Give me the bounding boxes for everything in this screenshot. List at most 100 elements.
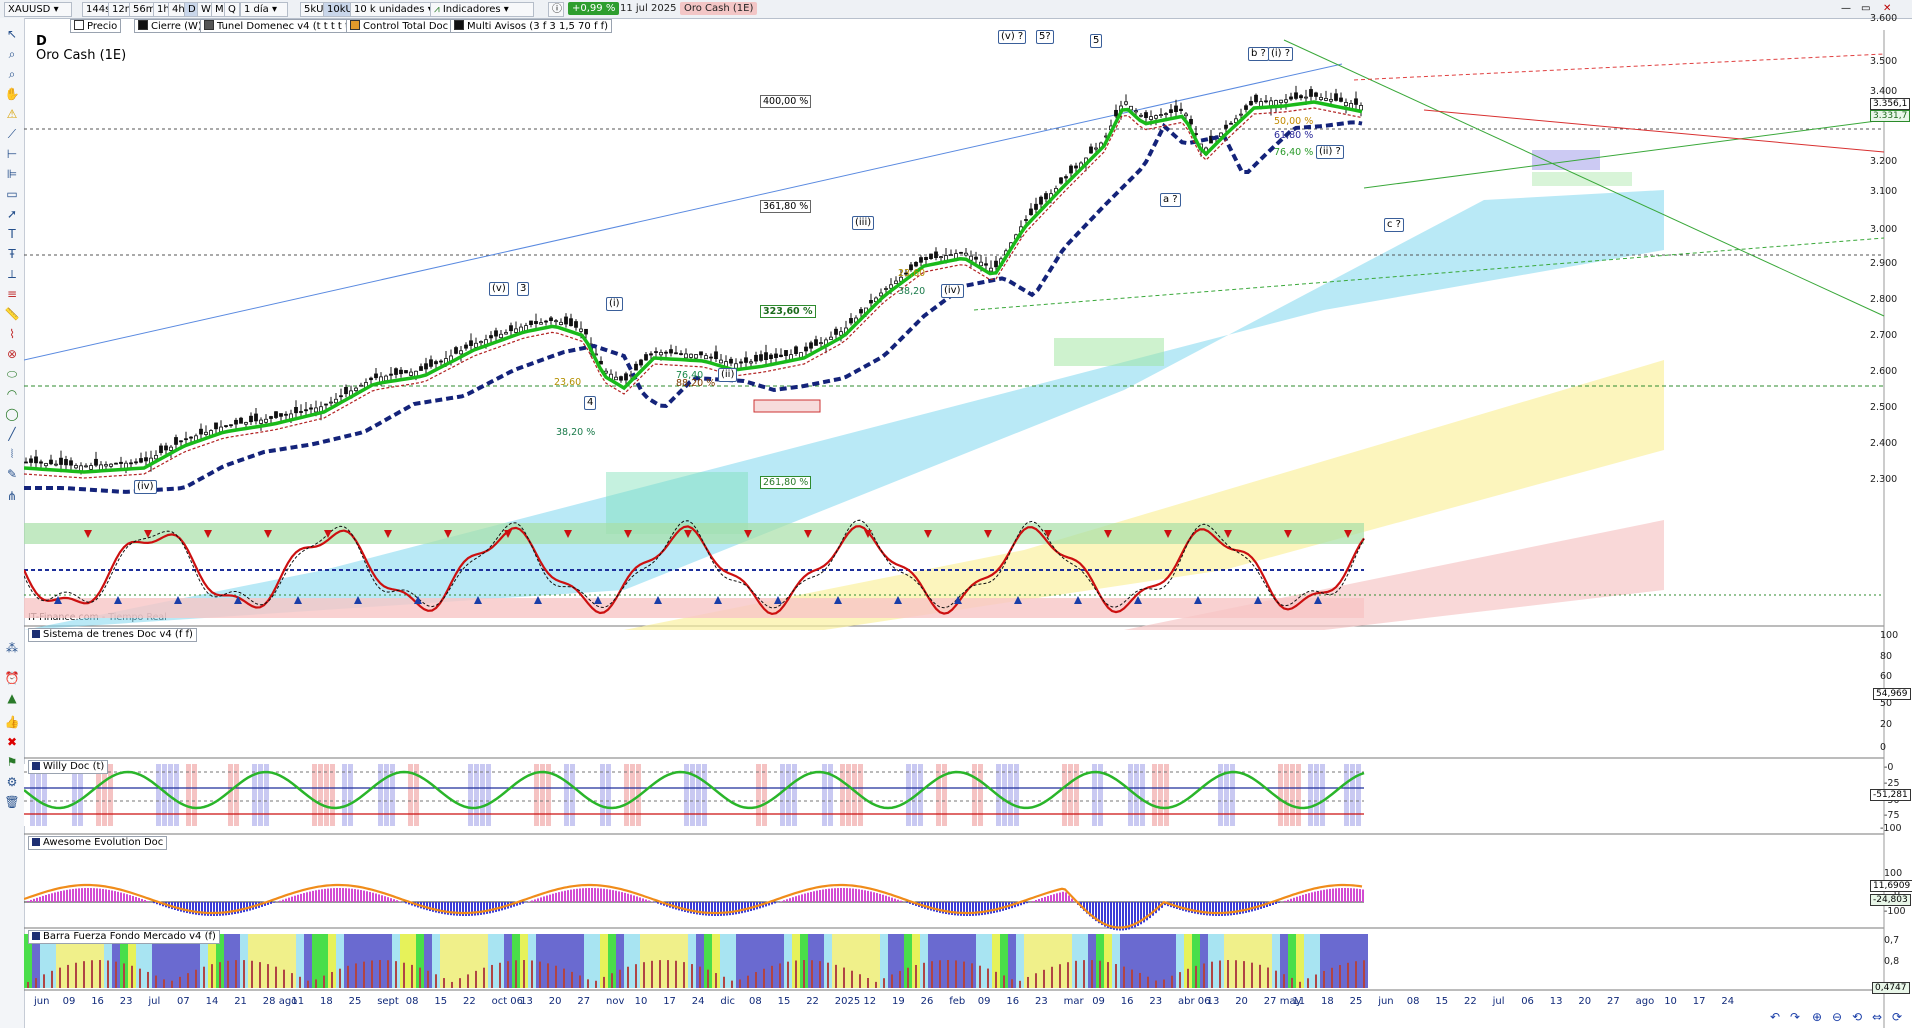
candle-body[interactable] xyxy=(44,463,48,467)
candle-body[interactable] xyxy=(534,321,538,325)
candle-body[interactable] xyxy=(1144,112,1148,118)
candle-body[interactable] xyxy=(159,445,163,454)
candle-body[interactable] xyxy=(1179,108,1183,112)
candle-body[interactable] xyxy=(659,352,663,356)
arc-icon[interactable]: ◠ xyxy=(6,387,18,401)
zoom-icon[interactable]: ⌕ xyxy=(8,47,16,61)
candle-body[interactable] xyxy=(109,463,113,467)
candle-body[interactable] xyxy=(574,321,578,328)
legend-multiavisos[interactable]: Multi Avisos (3 f 3 1,5 70 f f) xyxy=(450,19,613,33)
candle-body[interactable] xyxy=(974,256,978,260)
tf-w[interactable]: W xyxy=(197,2,215,17)
candle-body[interactable] xyxy=(1279,99,1283,104)
candle-body[interactable] xyxy=(404,370,408,374)
candle-body[interactable] xyxy=(139,458,143,463)
candle-body[interactable] xyxy=(204,431,208,435)
candle-body[interactable] xyxy=(309,407,313,410)
candle-body[interactable] xyxy=(439,360,443,363)
candle-body[interactable] xyxy=(749,361,753,364)
thumbs-up-icon[interactable]: 👍 xyxy=(4,715,20,729)
candle-body[interactable] xyxy=(284,413,288,416)
candle-body[interactable] xyxy=(169,446,173,451)
candle-body[interactable] xyxy=(729,358,733,364)
dots-icon[interactable]: ⁂ xyxy=(6,641,18,655)
candle-body[interactable] xyxy=(514,328,518,333)
candle-body[interactable] xyxy=(1029,208,1033,216)
trendline-green[interactable] xyxy=(1283,39,1885,317)
candle-body[interactable] xyxy=(389,373,393,376)
candle-body[interactable] xyxy=(174,437,178,445)
trendline-red[interactable] xyxy=(1423,109,1885,153)
magnet-icon[interactable]: ⋔ xyxy=(6,489,18,503)
candle-body[interactable] xyxy=(959,251,963,254)
candle-body[interactable] xyxy=(459,350,463,355)
candle-body[interactable] xyxy=(1284,99,1288,103)
candle-body[interactable] xyxy=(719,359,723,364)
candle-body[interactable] xyxy=(794,346,798,355)
candle-body[interactable] xyxy=(549,317,553,322)
fib-label-261[interactable]: 261,80 % xyxy=(760,476,812,489)
candle-body[interactable] xyxy=(529,320,533,326)
fib-label-361[interactable]: 361,80 % xyxy=(760,200,812,213)
candle-body[interactable] xyxy=(1244,105,1248,110)
candle-body[interactable] xyxy=(814,339,818,346)
candle-body[interactable] xyxy=(1069,165,1073,174)
candle-body[interactable] xyxy=(264,418,268,423)
fib-label-323[interactable]: 323,60 % xyxy=(760,305,816,318)
candle-body[interactable] xyxy=(409,371,413,376)
line-icon[interactable]: ⟋ xyxy=(7,127,17,141)
candle-body[interactable] xyxy=(89,465,93,470)
delete-icon[interactable]: ✖ xyxy=(6,735,18,749)
candle-body[interactable] xyxy=(709,356,713,359)
candle-body[interactable] xyxy=(614,376,618,381)
candle-body[interactable] xyxy=(884,288,888,290)
candle-body[interactable] xyxy=(759,354,763,361)
channel-icon[interactable]: ⊫ xyxy=(6,167,18,181)
arrow-icon[interactable]: ➚ xyxy=(6,207,18,221)
candle-body[interactable] xyxy=(579,328,583,332)
willy-indicator[interactable] xyxy=(24,764,1367,826)
candle-body[interactable] xyxy=(339,395,343,398)
candle-body[interactable] xyxy=(674,352,678,355)
candle-body[interactable] xyxy=(179,440,183,443)
indicators-button[interactable]: ⩘ Indicadores ▾ xyxy=(430,2,534,17)
candle-body[interactable] xyxy=(1224,124,1228,129)
gann-icon[interactable]: ⊗ xyxy=(6,347,18,361)
candle-body[interactable] xyxy=(1254,94,1258,103)
candle-body[interactable] xyxy=(64,459,68,466)
candle-body[interactable] xyxy=(354,387,358,391)
candle-body[interactable] xyxy=(679,353,683,355)
forward-icon[interactable]: ⟳ xyxy=(1892,1010,1903,1024)
candle-body[interactable] xyxy=(424,363,428,370)
fib-label-400[interactable]: 400,00 % xyxy=(760,95,812,108)
candle-body[interactable] xyxy=(1154,115,1158,119)
candle-body[interactable] xyxy=(1324,98,1328,101)
candle-body[interactable] xyxy=(1229,122,1233,125)
candle-body[interactable] xyxy=(509,325,513,332)
candle-body[interactable] xyxy=(624,373,628,381)
candle-body[interactable] xyxy=(599,360,603,365)
candle-body[interactable] xyxy=(1189,119,1193,125)
candle-body[interactable] xyxy=(939,256,943,259)
panel-label-trains[interactable]: Sistema de trenes Doc v4 (f f) xyxy=(28,628,197,642)
legend-price[interactable]: Precio xyxy=(70,19,122,33)
candle-body[interactable] xyxy=(769,354,773,359)
candle-body[interactable] xyxy=(834,328,838,335)
candle-body[interactable] xyxy=(829,336,833,340)
candle-body[interactable] xyxy=(214,422,218,430)
candle-body[interactable] xyxy=(429,359,433,367)
candle-body[interactable] xyxy=(324,403,328,406)
candle-body[interactable] xyxy=(1304,96,1308,99)
chart-canvas[interactable] xyxy=(24,30,1912,1028)
candle-body[interactable] xyxy=(1264,100,1268,103)
candle-body[interactable] xyxy=(699,351,703,356)
candle-body[interactable] xyxy=(914,261,918,267)
candle-body[interactable] xyxy=(809,342,813,349)
candle-body[interactable] xyxy=(1044,193,1048,200)
candle-body[interactable] xyxy=(654,351,658,353)
candle-body[interactable] xyxy=(1184,113,1188,117)
hline-icon[interactable]: ⊢ xyxy=(6,147,18,161)
candle-body[interactable] xyxy=(269,416,273,419)
candle-body[interactable] xyxy=(114,462,118,465)
candle-body[interactable] xyxy=(1249,100,1253,106)
